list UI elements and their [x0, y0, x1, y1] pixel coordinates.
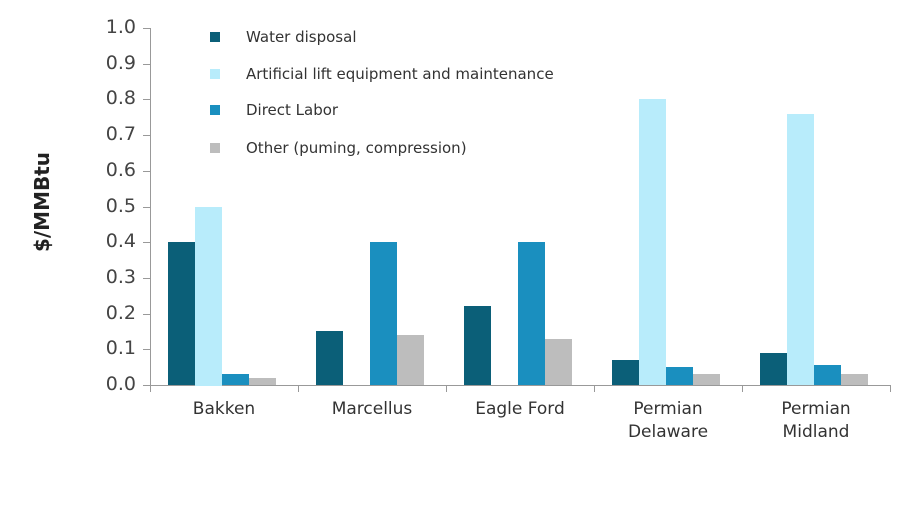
x-axis-line [143, 385, 890, 386]
bar-direct-labor [814, 365, 841, 385]
bar-artificial-lift-equipment-and-maintenance [639, 99, 666, 385]
bar-other-puming-compression [397, 335, 424, 385]
y-tick-label: 0.6 [105, 159, 136, 181]
y-tick-label: 0.4 [105, 230, 136, 252]
y-tick-label: 0.7 [105, 123, 136, 145]
y-tick-label: 0.8 [105, 87, 136, 109]
y-tick-label: 1.0 [105, 16, 136, 38]
bar-artificial-lift-equipment-and-maintenance [787, 114, 814, 385]
x-tick-label: Marcellus [331, 399, 413, 419]
bar-water-disposal [168, 242, 195, 385]
y-tick [143, 278, 150, 279]
y-tick [143, 28, 150, 29]
y-tick-label: 0.5 [105, 195, 136, 217]
y-tick [143, 99, 150, 100]
bar-water-disposal [316, 331, 343, 385]
bar-artificial-lift-equipment-and-maintenance [195, 207, 222, 386]
legend-label: Artificial lift equipment and maintenanc… [246, 65, 554, 83]
legend-item: Water disposal [210, 27, 357, 47]
y-tick-label: 0.9 [105, 52, 136, 74]
bar-water-disposal [464, 306, 491, 385]
bar-direct-labor [370, 242, 397, 385]
legend-item: Other (puming, compression) [210, 138, 467, 158]
y-tick-label: 0.3 [105, 266, 136, 288]
bar-other-puming-compression [693, 374, 720, 385]
x-tick [594, 385, 595, 392]
legend-swatch-icon [210, 143, 220, 153]
x-tick-label: Bakken [192, 399, 256, 419]
y-axis-label: $/MMBtu [30, 151, 54, 253]
legend-label: Direct Labor [246, 101, 339, 119]
legend-item: Artificial lift equipment and maintenanc… [210, 64, 554, 84]
y-tick [143, 135, 150, 136]
y-tick [143, 171, 150, 172]
y-tick [143, 207, 150, 208]
bar-direct-labor [222, 374, 249, 385]
x-tick [446, 385, 447, 392]
y-tick-label: 0.0 [105, 373, 136, 395]
x-tick-label: Eagle Ford [475, 399, 565, 419]
legend-label: Water disposal [246, 28, 357, 46]
x-tick-label: Permian Midland [781, 399, 851, 442]
x-tick [150, 385, 151, 392]
x-tick-label: Permian Delaware [627, 399, 709, 442]
legend-swatch-icon [210, 105, 220, 115]
bar-water-disposal [760, 353, 787, 385]
y-tick [143, 349, 150, 350]
y-tick [143, 242, 150, 243]
bar-water-disposal [612, 360, 639, 385]
legend-swatch-icon [210, 32, 220, 42]
bar-direct-labor [518, 242, 545, 385]
legend-label: Other (puming, compression) [246, 139, 467, 157]
bar-other-puming-compression [841, 374, 868, 385]
x-tick [298, 385, 299, 392]
legend-swatch-icon [210, 69, 220, 79]
y-tick [143, 314, 150, 315]
y-tick-label: 0.2 [105, 302, 136, 324]
y-axis-line [150, 28, 151, 389]
y-tick [143, 64, 150, 65]
bar-direct-labor [666, 367, 693, 385]
x-tick [890, 385, 891, 392]
y-tick-label: 0.1 [105, 337, 136, 359]
legend-item: Direct Labor [210, 100, 338, 120]
bar-other-puming-compression [249, 378, 276, 385]
bar-other-puming-compression [545, 339, 572, 385]
x-tick [742, 385, 743, 392]
